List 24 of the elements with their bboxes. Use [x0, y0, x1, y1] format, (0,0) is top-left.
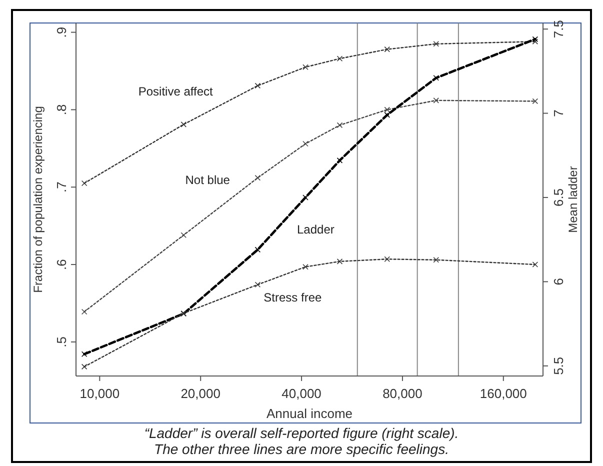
x-tick-label: 160,000	[480, 386, 527, 401]
y-tick-label: .5	[54, 336, 69, 348]
y2-tick-label: 6	[551, 278, 566, 286]
y-tick-label: .9	[54, 26, 69, 38]
y2-tick-label: 7	[551, 110, 566, 117]
series-label: Stress free	[264, 290, 322, 305]
y2-tick-label: 7.5	[551, 20, 566, 38]
y-axis-title: Fraction of population experiencing	[31, 106, 45, 293]
x-axis-title: Annual income	[266, 406, 352, 421]
series-label: Not blue	[185, 173, 230, 188]
x-tick-label: 20,000	[180, 386, 220, 401]
x-tick-label: 80,000	[382, 386, 422, 401]
x-tick-label: 40,000	[282, 386, 322, 401]
y-tick-label: .8	[54, 104, 69, 116]
x-tick-label: 10,000	[80, 386, 120, 401]
text: “Ladder” is overall self-reported figure (right scale).	[144, 425, 459, 441]
text: The other three lines are more specific feelings.	[154, 441, 449, 457]
series-label: Positive affect	[138, 84, 214, 98]
y-tick-label: .7	[54, 182, 69, 193]
y-tick-label: .6	[54, 259, 69, 270]
y2-tick-label: 5.5	[551, 356, 566, 375]
y2-axis-title: Mean ladder	[566, 166, 580, 233]
y2-tick-label: 6.5	[551, 188, 566, 207]
series-label: Ladder	[297, 222, 334, 237]
